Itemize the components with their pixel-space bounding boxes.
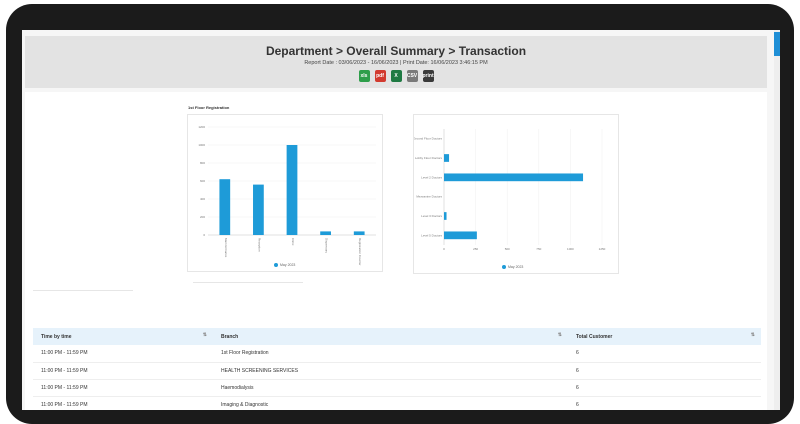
device-frame: Department > Overall Summary > Transacti… — [6, 4, 794, 424]
report-dates: Report Date : 03/06/2023 - 16/06/2023 | … — [304, 60, 488, 66]
x-tick-label: 1250 — [599, 247, 606, 251]
bar — [444, 212, 447, 220]
bar — [320, 231, 331, 235]
x-tick-label: 250 — [473, 247, 478, 251]
y-tick-label: Level 5 Doctors — [421, 233, 442, 237]
x-tick-label: 750 — [536, 247, 541, 251]
sort-icon[interactable]: ⇅ — [202, 332, 207, 338]
y-tick-label: 1200 — [198, 125, 205, 129]
vertical-scrollbar[interactable] — [774, 30, 780, 410]
bar — [253, 184, 264, 235]
horizontal-bar-chart: 0 250 500 750 1000 1250 Ground Floor Doctors Lo… — [413, 114, 619, 274]
legend-dot — [502, 265, 506, 269]
column-label: Time by time — [41, 333, 72, 340]
table-cell: 6 — [568, 396, 761, 410]
table-cell: 6 — [568, 379, 761, 397]
pdf-icon[interactable]: pdf — [374, 70, 386, 82]
table-row[interactable]: 11:00 PM - 11:59 PM 1st Floor Registratio… — [33, 345, 761, 363]
printer-icon[interactable]: print — [422, 70, 434, 82]
table-header-row: Time by time ⇅ Branch ⇅ Total Customer ⇅ — [33, 328, 761, 345]
report-header: Department > Overall Summary > Transacti… — [25, 36, 767, 88]
column-label: Total Customer — [576, 333, 613, 340]
y-tick-label: 800 — [200, 161, 205, 165]
page-title: Department > Overall Summary > Transacti… — [265, 44, 527, 58]
scrollbar-thumb[interactable] — [774, 32, 780, 56]
divider — [193, 282, 303, 283]
column-header-time[interactable]: Time by time ⇅ — [33, 328, 213, 345]
table-cell: 11:00 PM - 11:59 PM — [33, 345, 213, 363]
spreadsheet-icon[interactable]: xls — [358, 70, 370, 82]
table-cell: Haemodialysis — [213, 379, 568, 397]
x-tick-label: Dispensary — [325, 238, 329, 254]
table-cell: 11:00 PM - 11:59 PM — [33, 362, 213, 380]
x-tick-label: 500 — [505, 247, 510, 251]
chart-2-svg: 0 250 500 750 1000 1250 Ground Floor Doctors Lo… — [413, 129, 606, 251]
y-tick-label: 600 — [200, 179, 205, 183]
table-cell: Imaging & Diagnostic — [213, 396, 568, 410]
table-cell: 6 — [568, 362, 761, 380]
excel-icon[interactable]: X — [390, 70, 402, 82]
chart-title: 1st Floor Registration — [188, 105, 230, 110]
sort-icon[interactable]: ⇅ — [557, 332, 562, 338]
report-content: 1st Floor Registration 0 200 400 600 800 1000… — [25, 92, 767, 410]
x-tick-label: 1000 — [567, 247, 574, 251]
table-cell: 11:00 PM - 11:59 PM — [33, 396, 213, 410]
legend-dot — [274, 263, 278, 267]
table-row[interactable]: 11:00 PM - 11:59 PM HEALTH SCREENING SERV… — [33, 362, 761, 380]
y-tick-label: Level 2 Doctors — [421, 175, 442, 179]
export-toolbar: xls pdf X CSV print — [25, 70, 767, 82]
table-cell: 1st Floor Registration — [213, 345, 568, 363]
divider — [33, 290, 133, 291]
bar — [444, 173, 584, 182]
x-tick-label: Registration Counter — [358, 238, 362, 266]
column-label: Branch — [221, 333, 239, 340]
table-cell: 11:00 PM - 11:59 PM — [33, 379, 213, 397]
chart-1-svg: 0 200 400 600 800 1000 1200 Main Entrance Recept… — [198, 125, 376, 266]
x-tick-label: Main Entrance — [224, 238, 228, 258]
app-screen: Department > Overall Summary > Transacti… — [22, 30, 780, 410]
legend-label: May 2023 — [280, 263, 296, 267]
column-header-branch[interactable]: Branch ⇅ — [213, 328, 568, 345]
chart-1-legend: May 2023 — [274, 263, 295, 267]
table-cell: 6 — [568, 345, 761, 363]
x-tick-label: Reception — [257, 238, 261, 252]
chart-2-legend: May 2023 — [502, 265, 523, 269]
y-tick-label: Level 3 Doctors — [421, 214, 442, 218]
legend-label: May 2023 — [508, 265, 524, 269]
summary-table: Time by time ⇅ Branch ⇅ Total Customer ⇅ 11… — [33, 328, 761, 410]
x-tick-label: 0 — [443, 247, 445, 251]
sort-icon[interactable]: ⇅ — [750, 332, 755, 338]
csv-icon[interactable]: CSV — [406, 70, 418, 82]
y-tick-label: Lobby Floor Doctors — [415, 156, 443, 160]
table-row[interactable]: 11:00 PM - 11:59 PM Imaging & Diagnostic 6 — [33, 396, 761, 410]
table-cell: HEALTH SCREENING SERVICES — [213, 362, 568, 380]
y-tick-label: 400 — [200, 197, 205, 201]
x-tick-label: Clinic — [291, 238, 295, 246]
bar — [219, 179, 231, 235]
y-tick-label: Ground Floor Doctors — [414, 137, 442, 141]
bar — [286, 145, 298, 235]
table-row[interactable]: 11:00 PM - 11:59 PM Haemodialysis 6 — [33, 379, 761, 397]
bar — [444, 231, 477, 240]
bar — [444, 154, 450, 162]
bar — [353, 231, 365, 235]
vertical-bar-chart: 1st Floor Registration 0 200 400 600 800 1000… — [187, 105, 383, 272]
y-tick-label: 0 — [203, 233, 205, 237]
column-header-total[interactable]: Total Customer ⇅ — [568, 328, 761, 345]
y-tick-label: 200 — [200, 215, 205, 219]
y-tick-label: 1000 — [198, 143, 205, 147]
y-tick-label: Mezzanine Doctors — [416, 195, 442, 199]
